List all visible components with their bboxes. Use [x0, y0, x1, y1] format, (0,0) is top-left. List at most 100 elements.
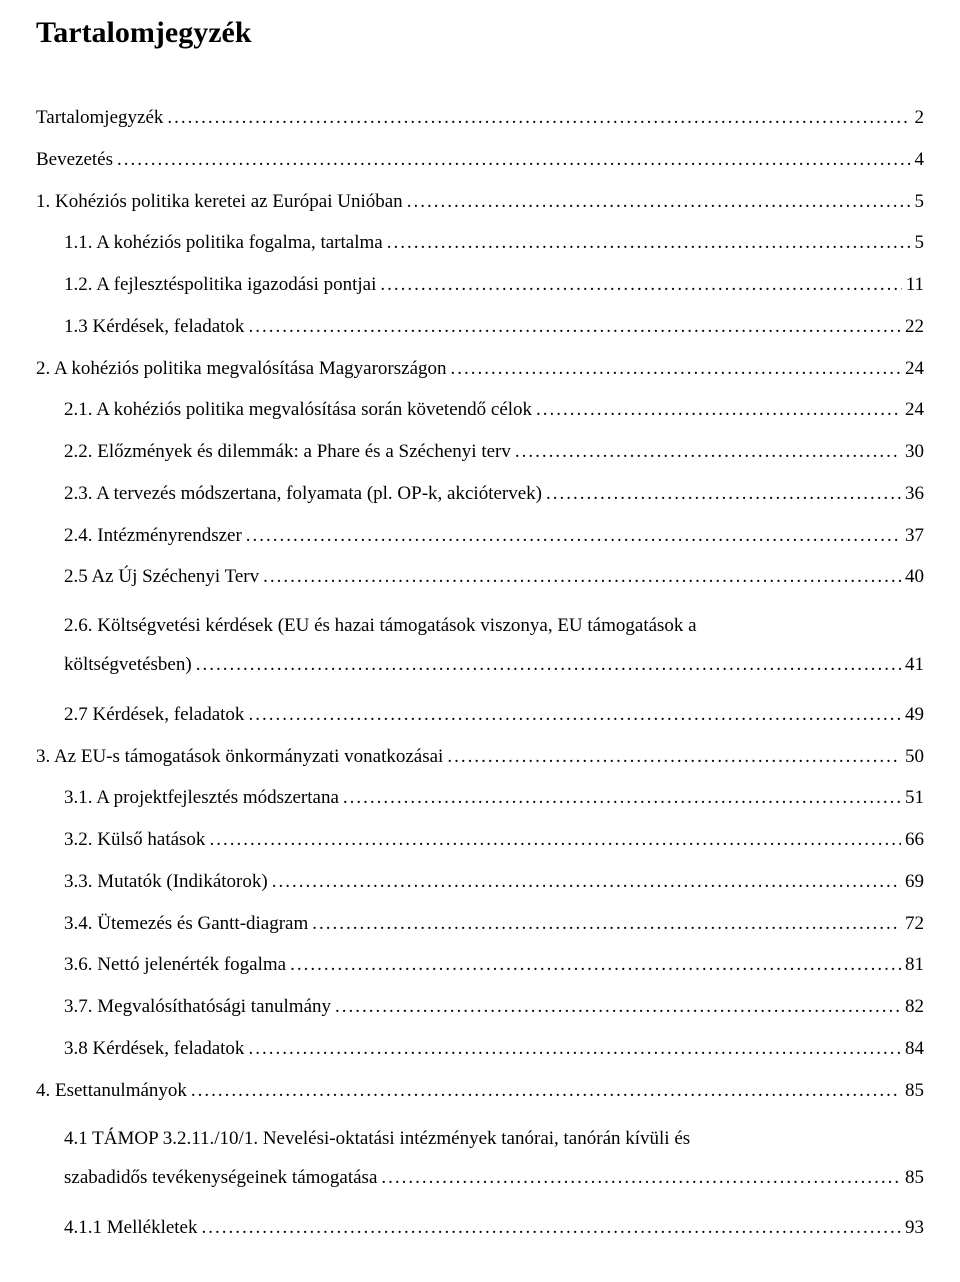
toc-entry: 1.1. A kohéziós politika fogalma, tartal…: [36, 231, 924, 255]
toc-entry: 1. Kohéziós politika keretei az Európai …: [36, 190, 924, 214]
toc-entry-label: költségvetésben): [64, 646, 192, 685]
toc-leaders: [191, 1079, 901, 1103]
toc-entry-label: 2.6. Költségvetési kérdések (EU és hazai…: [64, 607, 924, 646]
toc-leaders: [202, 1216, 902, 1240]
toc-entry-label: 1.2. A fejlesztéspolitika igazodási pont…: [64, 273, 376, 297]
toc-entry-page: 84: [905, 1037, 924, 1061]
toc-leaders: [343, 786, 901, 810]
toc-entry: 3.3. Mutatók (Indikátorok) 69: [36, 870, 924, 894]
toc-entry: 1.3 Kérdések, feladatok 22: [36, 315, 924, 339]
toc-entry: 3.4. Ütemezés és Gantt-diagram 72: [36, 912, 924, 936]
toc-entry: 4.1 TÁMOP 3.2.11./10/1. Nevelési-oktatás…: [36, 1120, 924, 1198]
toc-leaders: [546, 482, 901, 506]
toc-leaders: [167, 106, 910, 130]
toc-entry-label: 3.7. Megvalósíthatósági tanulmány: [64, 995, 331, 1019]
toc-entry-label: 2.3. A tervezés módszertana, folyamata (…: [64, 482, 542, 506]
toc-entry: 3.7. Megvalósíthatósági tanulmány 82: [36, 995, 924, 1019]
toc-entry-label: 4. Esettanulmányok: [36, 1079, 187, 1103]
toc-entry-page: 41: [905, 646, 924, 685]
toc-leaders: [335, 995, 901, 1019]
toc-entry-page: 72: [905, 912, 924, 936]
toc-entry-label: 2.4. Intézményrendszer: [64, 524, 242, 548]
toc-leaders: [515, 440, 901, 464]
toc-entry: Tartalomjegyzék2: [36, 106, 924, 130]
toc-entry-label: 1.1. A kohéziós politika fogalma, tartal…: [64, 231, 383, 255]
toc-leaders: [248, 315, 901, 339]
toc-leaders: [536, 398, 901, 422]
toc-entry: 3. Az EU-s támogatások önkormányzati von…: [36, 745, 924, 769]
toc-entry-page: 85: [905, 1079, 924, 1103]
toc-entry-page: 24: [905, 357, 924, 381]
toc-entry: 1.2. A fejlesztéspolitika igazodási pont…: [36, 273, 924, 297]
toc-entry-page: 81: [905, 953, 924, 977]
toc-entry-label: 3.6. Nettó jelenérték fogalma: [64, 953, 286, 977]
toc-entry-label: 1. Kohéziós politika keretei az Európai …: [36, 190, 403, 214]
toc-entry-label: 3.4. Ütemezés és Gantt-diagram: [64, 912, 308, 936]
toc-leaders: [381, 1159, 901, 1198]
toc-entry-page: 36: [905, 482, 924, 506]
toc-entry-label: Bevezetés: [36, 148, 113, 172]
toc-entry: 2.7 Kérdések, feladatok 49: [36, 703, 924, 727]
toc-entry-label: 2.7 Kérdések, feladatok: [64, 703, 244, 727]
toc-entry-page: 22: [905, 315, 924, 339]
toc-entry: Bevezetés 4: [36, 148, 924, 172]
toc-entry-label: 3.2. Külső hatások: [64, 828, 205, 852]
toc-entry-label: 3.8 Kérdések, feladatok: [64, 1037, 244, 1061]
page: Tartalomjegyzék Tartalomjegyzék2 Bevezeté…: [0, 0, 960, 1282]
toc-entry: 2.1. A kohéziós politika megvalósítása s…: [36, 398, 924, 422]
toc-entry-label: 3.3. Mutatók (Indikátorok): [64, 870, 268, 894]
toc-leaders: [248, 703, 901, 727]
toc-entry-page: 30: [905, 440, 924, 464]
toc-leaders: [263, 565, 901, 589]
toc-entry-label: szabadidős tevékenységeinek támogatása: [64, 1159, 377, 1198]
toc-leaders: [312, 912, 901, 936]
toc-leaders: [272, 870, 901, 894]
toc-entry-label: 3.1. A projektfejlesztés módszertana: [64, 786, 339, 810]
toc-entry-page: 5: [915, 190, 925, 214]
toc-entry-page: 85: [905, 1159, 924, 1198]
page-title: Tartalomjegyzék: [36, 16, 924, 50]
toc-entry: 3.1. A projektfejlesztés módszertana 51: [36, 786, 924, 810]
toc-entry-page: 2: [915, 106, 925, 130]
toc-entry-page: 69: [905, 870, 924, 894]
toc-entry: 2.6. Költségvetési kérdések (EU és hazai…: [36, 607, 924, 685]
toc-entry-page: 11: [906, 273, 924, 297]
toc-entry-label: 4.1 TÁMOP 3.2.11./10/1. Nevelési-oktatás…: [64, 1120, 924, 1159]
toc-entry: 2.4. Intézményrendszer 37: [36, 524, 924, 548]
toc-entry-label: 3. Az EU-s támogatások önkormányzati von…: [36, 745, 443, 769]
toc-entry-page: 50: [905, 745, 924, 769]
toc-leaders: [387, 231, 911, 255]
toc-entry-label: 2.2. Előzmények és dilemmák: a Phare és …: [64, 440, 511, 464]
toc-leaders: [380, 273, 901, 297]
toc-entry-label: 2. A kohéziós politika megvalósítása Mag…: [36, 357, 447, 381]
toc-entry-label: 4.1.1 Mellékletek: [64, 1216, 198, 1240]
toc-entry-page: 5: [915, 231, 925, 255]
toc-leaders: [407, 190, 911, 214]
toc-entry-page: 93: [905, 1216, 924, 1240]
toc-entry-page: 51: [905, 786, 924, 810]
toc-leaders: [248, 1037, 901, 1061]
toc-entry-page: 66: [905, 828, 924, 852]
toc-entry-tail: szabadidős tevékenységeinek támogatása 85: [64, 1159, 924, 1198]
toc-entry-page: 37: [905, 524, 924, 548]
toc-leaders: [209, 828, 901, 852]
toc-leaders: [447, 745, 901, 769]
toc-entry-page: 4: [915, 148, 925, 172]
toc-entry: 2.5 Az Új Széchenyi Terv 40: [36, 565, 924, 589]
toc-entry: 2. A kohéziós politika megvalósítása Mag…: [36, 357, 924, 381]
toc-entry: 3.6. Nettó jelenérték fogalma 81: [36, 953, 924, 977]
toc-entry-page: 49: [905, 703, 924, 727]
toc-entry: 3.2. Külső hatások 66: [36, 828, 924, 852]
toc-entry-page: 82: [905, 995, 924, 1019]
toc-entry: 2.3. A tervezés módszertana, folyamata (…: [36, 482, 924, 506]
toc-entry-label: 2.5 Az Új Széchenyi Terv: [64, 565, 259, 589]
toc-leaders: [117, 148, 910, 172]
table-of-contents: Tartalomjegyzék2 Bevezetés 4 1. Kohéziós po…: [36, 106, 924, 1240]
toc-entry-label: 2.1. A kohéziós politika megvalósítása s…: [64, 398, 532, 422]
toc-entry-page: 40: [905, 565, 924, 589]
toc-entry-label: 1.3 Kérdések, feladatok: [64, 315, 244, 339]
toc-leaders: [196, 646, 901, 685]
toc-leaders: [290, 953, 901, 977]
toc-entry: 2.2. Előzmények és dilemmák: a Phare és …: [36, 440, 924, 464]
toc-entry-tail: költségvetésben) 41: [64, 646, 924, 685]
